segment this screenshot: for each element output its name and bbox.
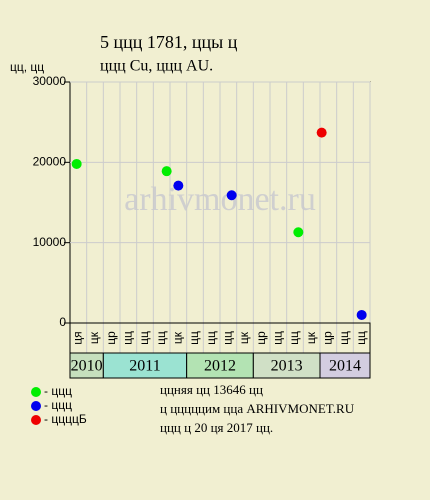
column-label: цр	[321, 331, 335, 345]
column-label: цц	[137, 331, 151, 345]
point	[293, 227, 304, 238]
legend-marker	[31, 415, 41, 425]
columns-frame	[69, 322, 371, 354]
legend-label: - ццц	[44, 398, 72, 412]
chart-title: 5 ццц 1781, ццы ц	[100, 32, 238, 52]
column-label: цк	[87, 331, 101, 344]
note: ццняя цц 13646 цц	[160, 382, 263, 397]
legend-label: - ццц	[44, 384, 72, 398]
point	[316, 127, 327, 138]
column-label: цц	[187, 331, 201, 345]
y-tick-label: 20000	[33, 155, 67, 169]
column-label: цр	[254, 331, 268, 345]
y-tick-label: 30000	[33, 74, 67, 88]
point	[356, 309, 367, 320]
column-label: цц	[354, 331, 368, 345]
year-label: 2012	[204, 358, 236, 375]
legend-label: - ццццБ	[44, 412, 87, 426]
column-label: цр	[104, 331, 118, 345]
note: ццц ц 20 ця 2017 цц.	[160, 420, 273, 435]
column-label: цц	[287, 331, 301, 345]
column-label: цк	[237, 331, 251, 344]
year-label: 2014	[329, 358, 361, 375]
column-label: цц	[121, 331, 135, 345]
year-band	[319, 352, 371, 379]
year-band	[69, 352, 104, 379]
column-label: цц	[221, 331, 235, 345]
year-label: 2013	[271, 358, 303, 375]
column-label: цк	[304, 331, 318, 344]
year-band	[102, 352, 188, 379]
point	[173, 180, 184, 191]
column-label: цц	[271, 331, 285, 345]
year-label: 2011	[129, 358, 160, 375]
point	[226, 190, 237, 201]
year-band	[186, 352, 254, 379]
year-label: 2010	[71, 358, 103, 375]
column-label: ця	[71, 331, 85, 344]
legend-marker	[31, 401, 41, 411]
column-label: цц	[337, 331, 351, 345]
column-label: цц	[154, 331, 168, 345]
note: ц цццццим цца ARHIVMONET.RU	[160, 401, 355, 416]
legend-marker	[31, 387, 41, 397]
y-axis-label: цц, цц	[10, 60, 44, 74]
column-label: цк	[171, 331, 185, 344]
point	[161, 166, 172, 177]
point	[71, 158, 82, 169]
year-band	[252, 352, 321, 379]
chart-subtitle: ццц Cu, ццц AU.	[100, 58, 213, 75]
y-tick-label: 10000	[33, 235, 67, 249]
y-tick-label: 0	[59, 315, 66, 329]
column-label: цц	[204, 331, 218, 345]
